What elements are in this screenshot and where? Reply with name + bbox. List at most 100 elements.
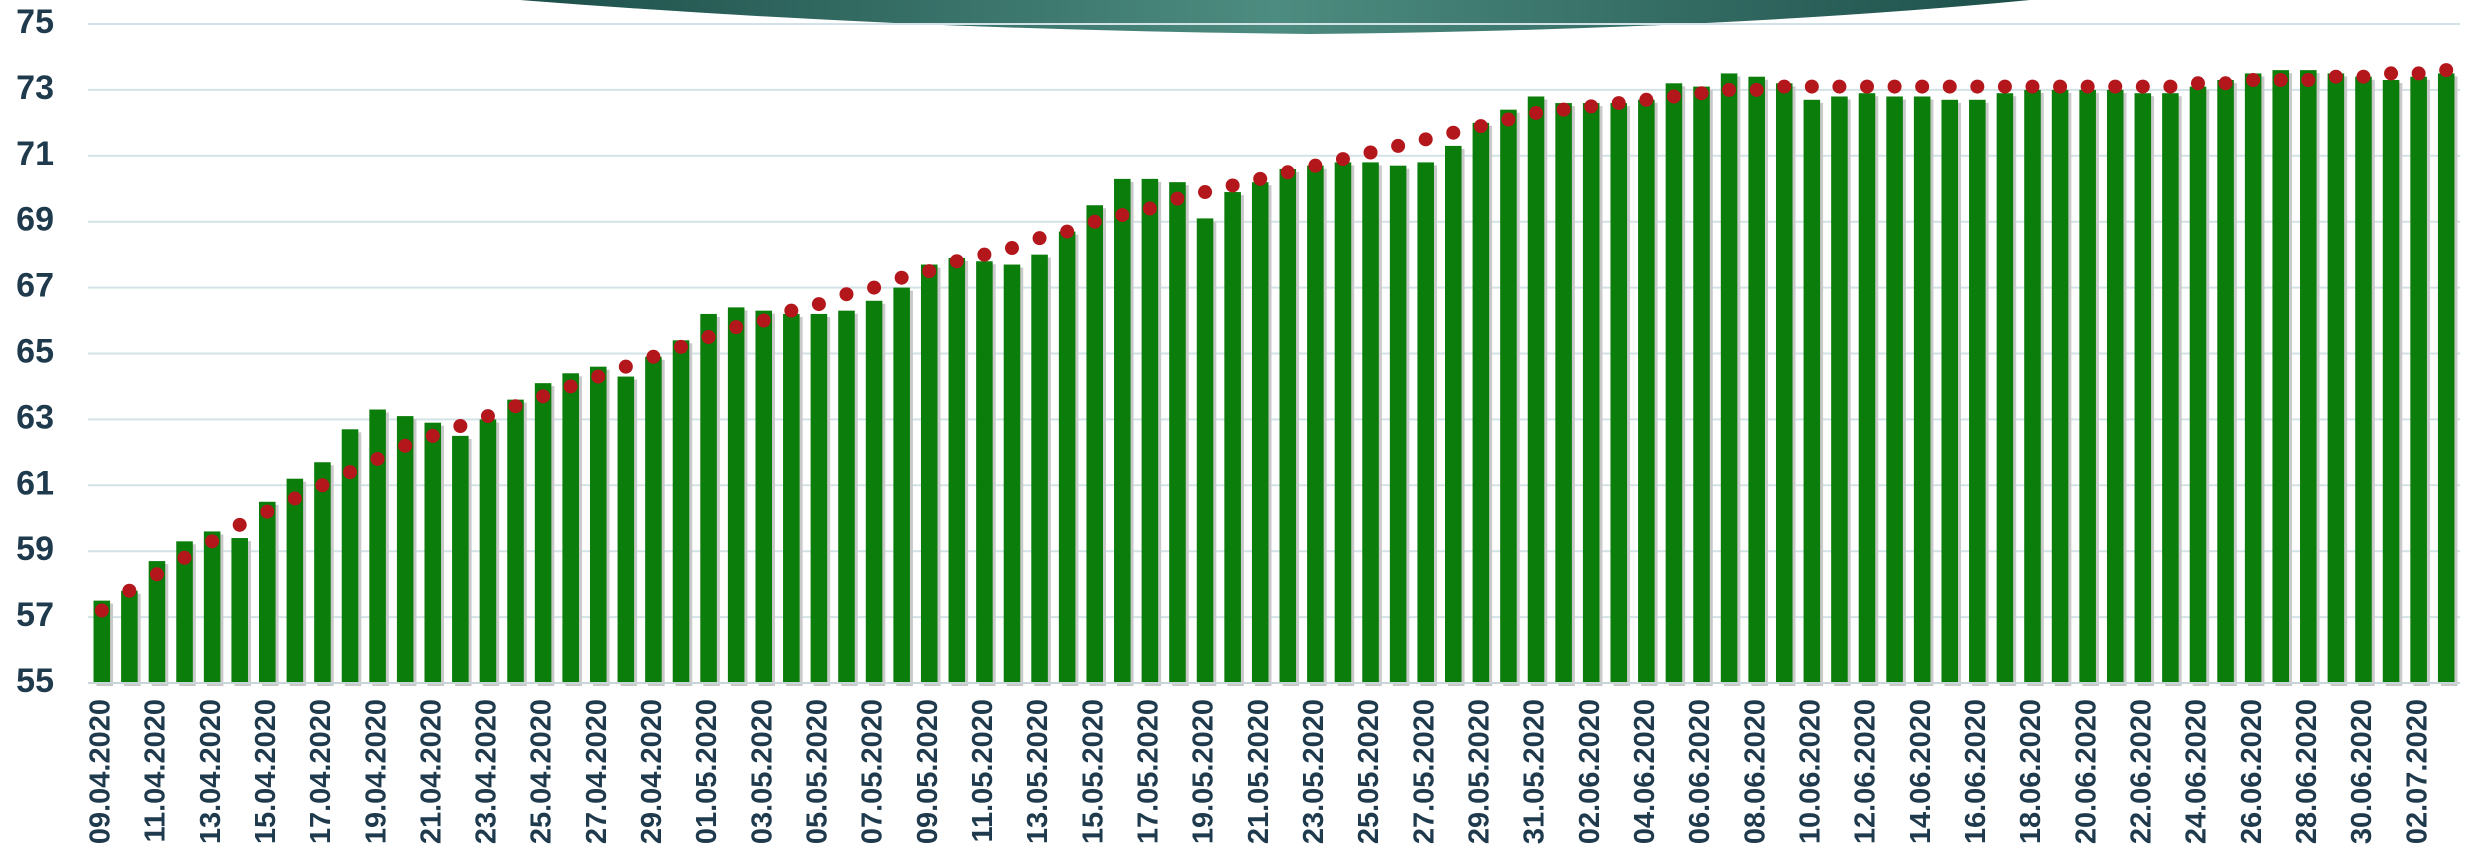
x-tick-label: 10.06.2020	[1794, 699, 1826, 844]
bar	[727, 307, 745, 683]
trend-dot	[2439, 63, 2454, 78]
y-tick-label: 63	[16, 398, 54, 436]
trend-dot	[1942, 79, 1957, 94]
trend-dot	[784, 303, 799, 318]
bar	[1969, 99, 1986, 683]
trend-dot	[1363, 145, 1378, 160]
trend-dot	[1832, 79, 1847, 94]
bar	[810, 313, 828, 683]
trend-dot	[2053, 79, 2068, 94]
trend-dot	[1418, 132, 1433, 147]
x-tick-label: 23.04.2020	[471, 699, 503, 844]
x-tick-label: 07.05.2020	[857, 699, 889, 844]
trend-dot	[398, 438, 413, 453]
bar	[1086, 205, 1103, 683]
bar	[507, 399, 524, 683]
bar	[424, 422, 442, 683]
trend-dot	[1391, 138, 1406, 153]
bar	[534, 383, 552, 683]
bar	[121, 590, 138, 683]
trend-dot	[1915, 79, 1930, 94]
trend-dot	[1860, 79, 1874, 94]
x-tick-label: 01.05.2020	[691, 699, 723, 844]
trend-dot	[343, 465, 358, 480]
bar	[396, 416, 414, 683]
bar	[1058, 231, 1076, 683]
y-tick-label: 71	[16, 135, 54, 173]
bar	[2106, 89, 2124, 683]
bar	[259, 501, 276, 683]
bar	[1858, 93, 1876, 683]
bar	[948, 257, 966, 683]
trend-dot	[1225, 178, 1240, 193]
y-tick-label: 73	[16, 69, 54, 107]
x-tick-label: 20.06.2020	[2070, 699, 2102, 844]
bar	[369, 409, 386, 683]
bar	[672, 340, 690, 683]
trend-dot	[94, 603, 109, 618]
bar	[755, 310, 773, 683]
bar	[231, 538, 248, 683]
trend-dot	[811, 297, 826, 312]
x-tick-label: 04.06.2020	[1629, 699, 1661, 844]
bar	[93, 600, 111, 683]
x-tick-label: 21.04.2020	[415, 699, 447, 844]
bar	[2134, 93, 2152, 683]
trend-dot	[1694, 86, 1709, 101]
x-tick-label: 08.06.2020	[1739, 699, 1771, 844]
trend-dot	[949, 254, 964, 269]
bar	[1803, 99, 1821, 683]
bar	[1196, 218, 1214, 683]
bar	[1913, 96, 1931, 684]
bar	[148, 561, 166, 683]
bar	[2217, 80, 2234, 683]
bar	[2051, 89, 2069, 683]
trend-dot	[618, 359, 633, 374]
bar	[783, 313, 800, 683]
trend-dot	[1335, 152, 1350, 167]
x-tick-label: 12.06.2020	[1850, 699, 1882, 844]
bar	[1417, 162, 1434, 683]
bar	[2410, 76, 2427, 684]
trend-dot	[1997, 79, 2012, 94]
bar	[617, 376, 635, 683]
trend-dot	[1142, 201, 1157, 216]
trend-dot	[2356, 69, 2371, 84]
trend-dot	[1060, 224, 1075, 239]
x-tick-label: 29.04.2020	[636, 699, 668, 844]
trend-dot	[1446, 125, 1461, 140]
trend-dot	[2301, 73, 2316, 88]
bar	[2437, 73, 2455, 684]
trend-dot	[2108, 79, 2123, 94]
trend-dot	[453, 418, 468, 433]
bar	[1224, 192, 1241, 684]
trend-dot	[2163, 79, 2178, 94]
trend-dot	[1722, 82, 1737, 97]
trend-dot	[1639, 92, 1654, 107]
trend-dot	[2080, 79, 2095, 94]
trend-dot	[1804, 79, 1819, 94]
trend-dot	[1584, 99, 1599, 114]
bar	[1031, 254, 1048, 683]
x-tick-label: 30.06.2020	[2346, 699, 2378, 844]
trend-dot	[2135, 79, 2150, 94]
trend-dot	[1115, 208, 1130, 223]
trend-dot	[2384, 66, 2399, 81]
trend-dot	[674, 339, 688, 354]
trend-dot	[1198, 185, 1213, 200]
x-tick-label: 26.06.2020	[2236, 699, 2268, 844]
bar	[1720, 73, 1738, 684]
bar	[1582, 103, 1600, 683]
bar	[1362, 162, 1379, 683]
trend-dot	[1611, 96, 1626, 111]
y-tick-label: 59	[16, 530, 54, 568]
x-tick-label: 29.05.2020	[1464, 699, 1496, 844]
bar	[1445, 145, 1462, 684]
trend-dot	[894, 270, 909, 285]
y-tick-label: 69	[16, 201, 54, 239]
trend-dot	[287, 491, 302, 506]
x-tick-label: 17.04.2020	[305, 699, 337, 844]
trend-dot	[1887, 79, 1902, 94]
trend-dot	[1501, 112, 1516, 127]
trend-dot	[2328, 69, 2343, 84]
